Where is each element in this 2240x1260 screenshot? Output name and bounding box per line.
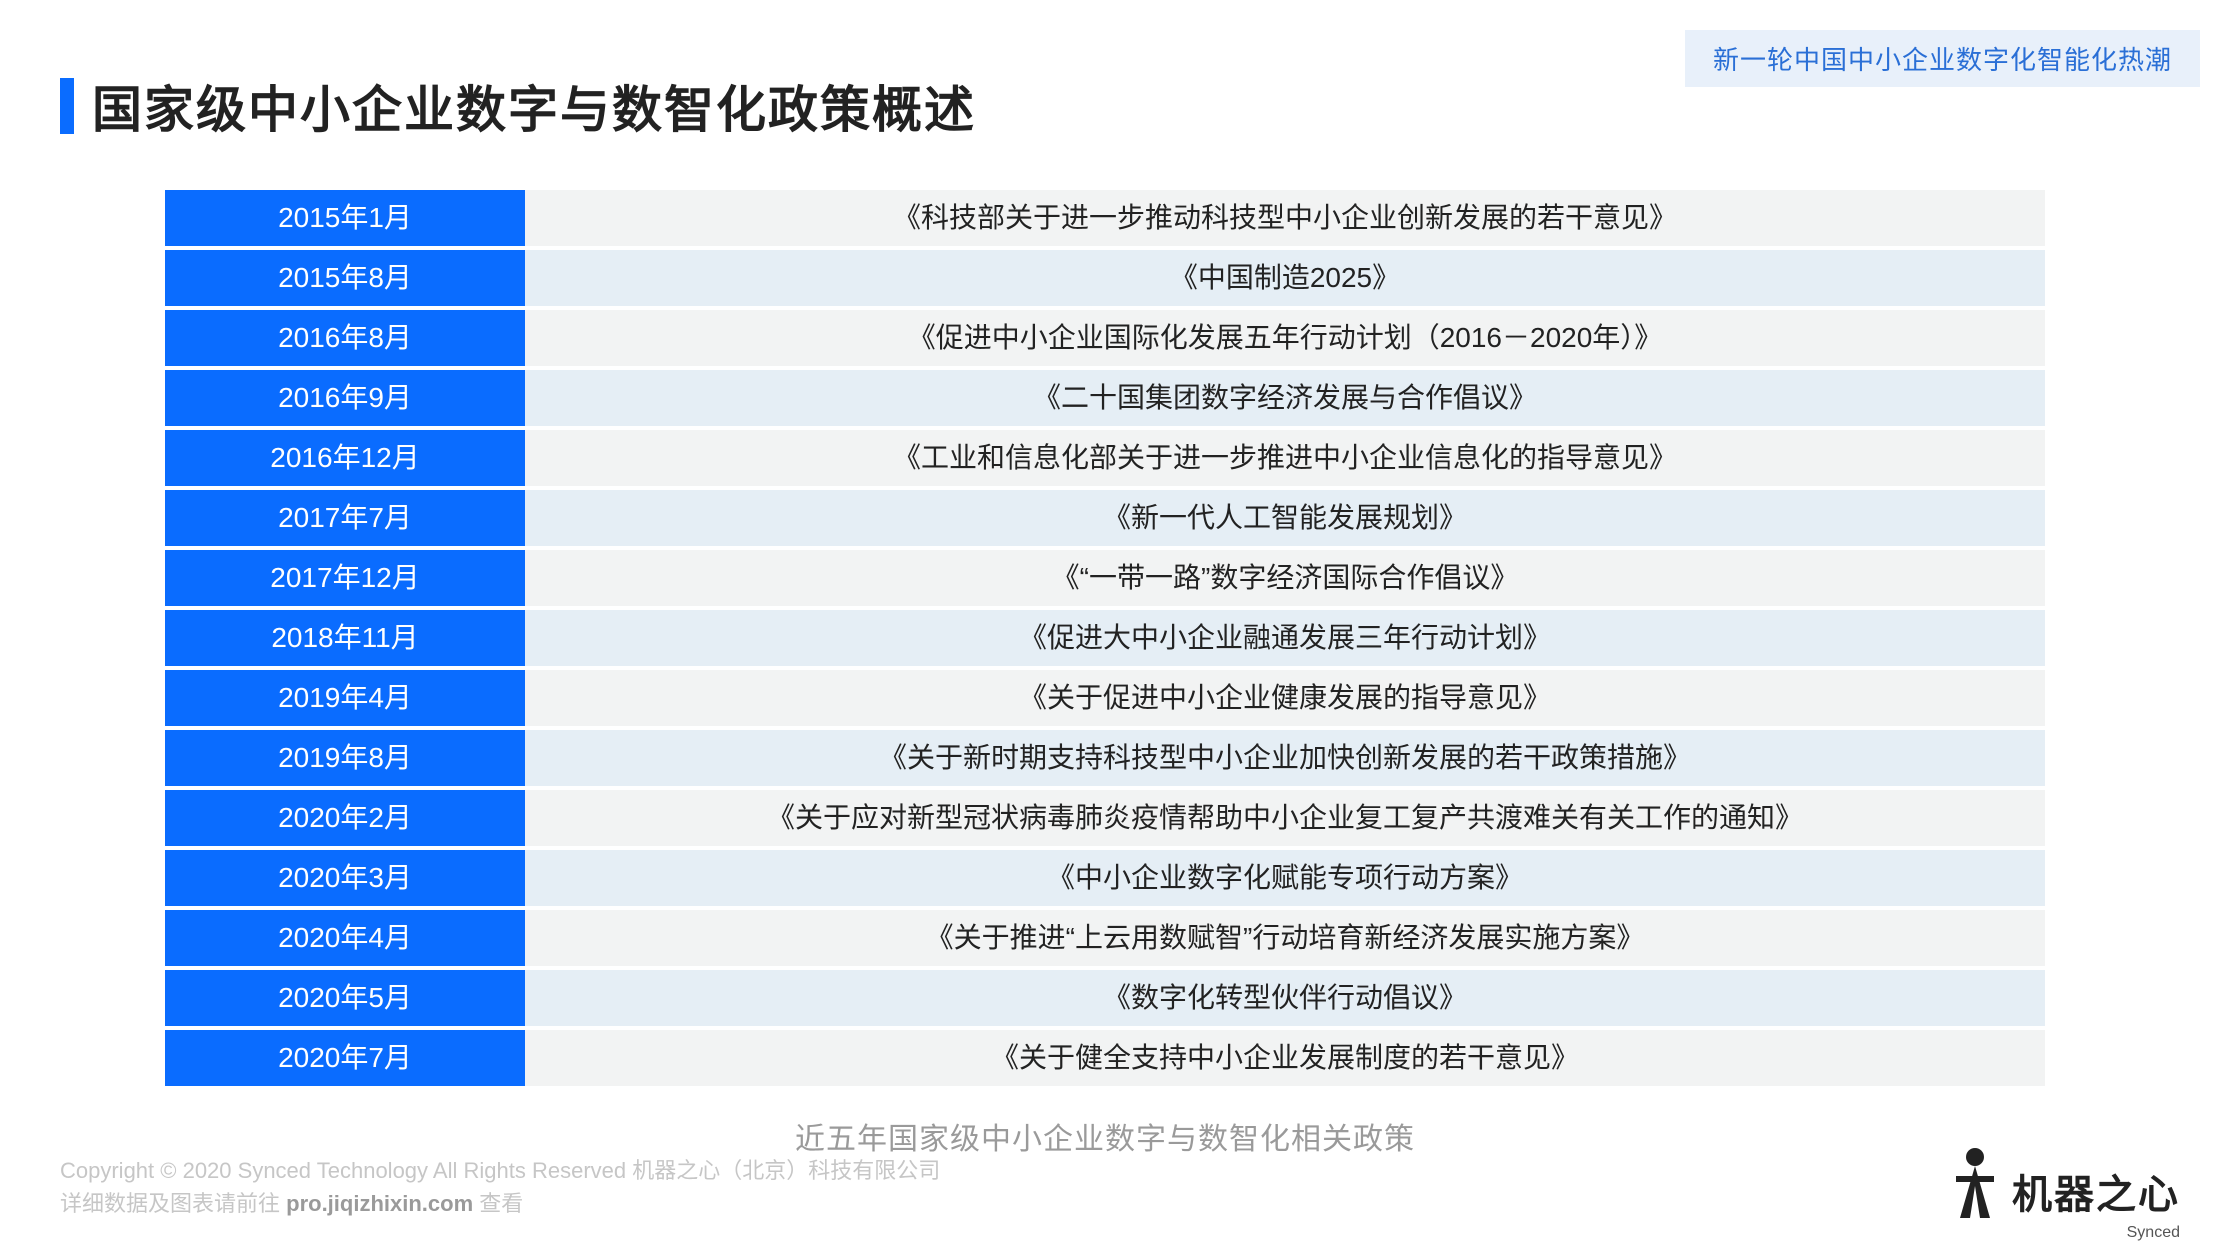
details-line: 详细数据及图表请前往 pro.jiqizhixin.com 查看	[60, 1187, 940, 1220]
date-cell: 2020年4月	[165, 910, 525, 966]
logo-subtext: Synced	[2127, 1224, 2180, 1242]
date-cell: 2016年9月	[165, 370, 525, 426]
table-row: 2020年7月《关于健全支持中小企业发展制度的若干意见》	[165, 1030, 2045, 1086]
desc-cell: 《关于推进“上云用数赋智”行动培育新经济发展实施方案》	[525, 910, 2045, 966]
desc-cell: 《促进中小企业国际化发展五年行动计划（2016－2020年）》	[525, 310, 2045, 366]
table-row: 2020年3月《中小企业数字化赋能专项行动方案》	[165, 850, 2045, 906]
table-row: 2018年11月《促进大中小企业融通发展三年行动计划》	[165, 610, 2045, 666]
table-row: 2020年5月《数字化转型伙伴行动倡议》	[165, 970, 2045, 1026]
desc-cell: 《新一代人工智能发展规划》	[525, 490, 2045, 546]
desc-cell: 《中国制造2025》	[525, 250, 2045, 306]
date-cell: 2017年12月	[165, 550, 525, 606]
date-cell: 2020年3月	[165, 850, 525, 906]
desc-cell: 《科技部关于进一步推动科技型中小企业创新发展的若干意见》	[525, 190, 2045, 246]
table-row: 2015年8月《中国制造2025》	[165, 250, 2045, 306]
date-cell: 2016年8月	[165, 310, 525, 366]
date-cell: 2019年8月	[165, 730, 525, 786]
desc-cell: 《关于促进中小企业健康发展的指导意见》	[525, 670, 2045, 726]
logo-icon	[1952, 1146, 1998, 1220]
table-row: 2020年2月《关于应对新型冠状病毒肺炎疫情帮助中小企业复工复产共渡难关有关工作…	[165, 790, 2045, 846]
table-row: 2017年7月《新一代人工智能发展规划》	[165, 490, 2045, 546]
date-cell: 2015年1月	[165, 190, 525, 246]
date-cell: 2020年2月	[165, 790, 525, 846]
details-link[interactable]: pro.jiqizhixin.com	[286, 1191, 473, 1216]
desc-cell: 《工业和信息化部关于进一步推进中小企业信息化的指导意见》	[525, 430, 2045, 486]
logo-text: 机器之心	[2012, 1162, 2180, 1220]
page-title: 国家级中小企业数字与数智化政策概述	[92, 70, 976, 142]
date-cell: 2016年12月	[165, 430, 525, 486]
top-banner: 新一轮中国中小企业数字化智能化热潮	[1685, 30, 2200, 87]
desc-cell: 《关于新时期支持科技型中小企业加快创新发展的若干政策措施》	[525, 730, 2045, 786]
date-cell: 2019年4月	[165, 670, 525, 726]
table-row: 2017年12月《“一带一路”数字经济国际合作倡议》	[165, 550, 2045, 606]
footer: Copyright © 2020 Synced Technology All R…	[60, 1154, 940, 1220]
desc-cell: 《关于应对新型冠状病毒肺炎疫情帮助中小企业复工复产共渡难关有关工作的通知》	[525, 790, 2045, 846]
policy-table: 2015年1月《科技部关于进一步推动科技型中小企业创新发展的若干意见》2015年…	[165, 190, 2045, 1086]
table-row: 2016年9月《二十国集团数字经济发展与合作倡议》	[165, 370, 2045, 426]
title-accent-bar	[60, 78, 74, 134]
table-row: 2019年8月《关于新时期支持科技型中小企业加快创新发展的若干政策措施》	[165, 730, 2045, 786]
date-cell: 2015年8月	[165, 250, 525, 306]
table-row: 2015年1月《科技部关于进一步推动科技型中小企业创新发展的若干意见》	[165, 190, 2045, 246]
table-row: 2020年4月《关于推进“上云用数赋智”行动培育新经济发展实施方案》	[165, 910, 2045, 966]
date-cell: 2020年7月	[165, 1030, 525, 1086]
desc-cell: 《关于健全支持中小企业发展制度的若干意见》	[525, 1030, 2045, 1086]
date-cell: 2020年5月	[165, 970, 525, 1026]
brand-logo: 机器之心	[1952, 1146, 2180, 1220]
table-row: 2016年12月《工业和信息化部关于进一步推进中小企业信息化的指导意见》	[165, 430, 2045, 486]
desc-cell: 《数字化转型伙伴行动倡议》	[525, 970, 2045, 1026]
copyright-line: Copyright © 2020 Synced Technology All R…	[60, 1154, 940, 1187]
table-row: 2019年4月《关于促进中小企业健康发展的指导意见》	[165, 670, 2045, 726]
desc-cell: 《二十国集团数字经济发展与合作倡议》	[525, 370, 2045, 426]
desc-cell: 《“一带一路”数字经济国际合作倡议》	[525, 550, 2045, 606]
desc-cell: 《中小企业数字化赋能专项行动方案》	[525, 850, 2045, 906]
desc-cell: 《促进大中小企业融通发展三年行动计划》	[525, 610, 2045, 666]
date-cell: 2018年11月	[165, 610, 525, 666]
date-cell: 2017年7月	[165, 490, 525, 546]
table-row: 2016年8月《促进中小企业国际化发展五年行动计划（2016－2020年）》	[165, 310, 2045, 366]
table-caption: 近五年国家级中小企业数字与数智化相关政策	[60, 1114, 2150, 1158]
